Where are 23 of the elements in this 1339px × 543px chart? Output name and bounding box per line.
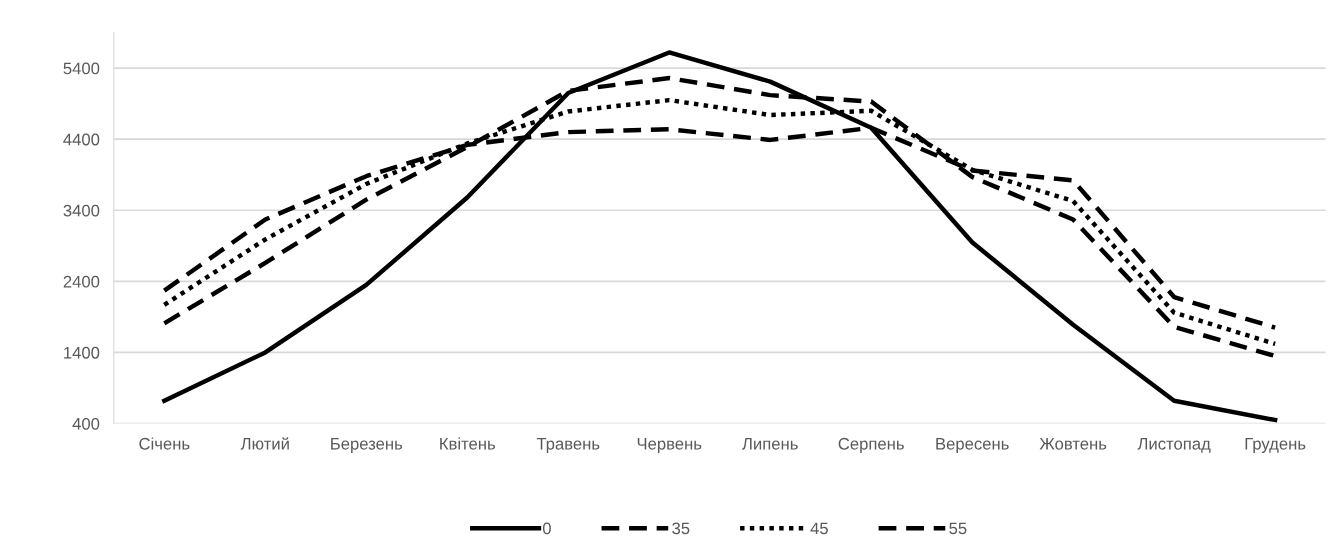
x-tick-label: Грудень	[1245, 438, 1306, 453]
legend-label: 0	[542, 522, 551, 535]
x-tick-label: Листопад	[1137, 438, 1211, 453]
x-tick-label: Вересень	[936, 438, 1009, 453]
x-tick-label: Березень	[331, 438, 403, 453]
legend-label: 35	[672, 522, 690, 535]
x-tick-label: Жовтень	[1039, 438, 1107, 450]
x-tick-label: Лютий	[240, 437, 289, 450]
x-tick-label: Липень	[742, 438, 798, 450]
x-tick-label: Квітень	[440, 437, 496, 450]
x-tick-label: Січень	[139, 437, 190, 450]
legend-label: 45	[810, 522, 828, 535]
y-tick-label: 5400	[63, 62, 100, 75]
y-tick-label: 1400	[64, 346, 100, 359]
line-series	[162, 50, 1278, 423]
y-tick-label: 400	[72, 417, 100, 430]
x-tick-label: Серпень	[838, 437, 904, 453]
y-tick-label: 2400	[63, 275, 100, 288]
x-tick-label: Червень	[637, 438, 702, 453]
x-tick-label: Травень	[536, 438, 600, 453]
y-tick-label: 3400	[63, 204, 100, 217]
legend-label: 55	[949, 522, 967, 535]
y-tick-label: 4400	[63, 133, 100, 146]
